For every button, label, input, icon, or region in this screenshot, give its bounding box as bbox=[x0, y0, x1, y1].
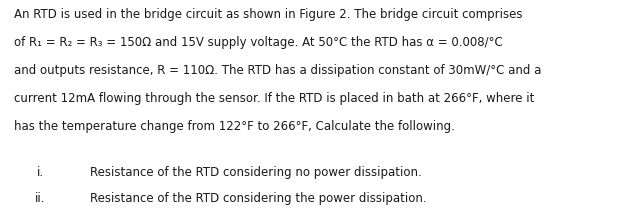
Text: current 12mA flowing through the sensor. If the RTD is placed in bath at 266°F, : current 12mA flowing through the sensor.… bbox=[14, 92, 534, 105]
Text: and outputs resistance, R = 110Ω. The RTD has a dissipation constant of 30mW/°C : and outputs resistance, R = 110Ω. The RT… bbox=[14, 64, 541, 77]
Text: Resistance of the RTD considering no power dissipation.: Resistance of the RTD considering no pow… bbox=[90, 166, 422, 179]
Text: of R₁ = R₂ = R₃ = 150Ω and 15V supply voltage. At 50°C the RTD has α = 0.008/°C: of R₁ = R₂ = R₃ = 150Ω and 15V supply vo… bbox=[14, 36, 503, 49]
Text: Resistance of the RTD considering the power dissipation.: Resistance of the RTD considering the po… bbox=[90, 192, 427, 205]
Text: i.: i. bbox=[37, 166, 44, 179]
Text: An RTD is used in the bridge circuit as shown in Figure 2. The bridge circuit co: An RTD is used in the bridge circuit as … bbox=[14, 8, 522, 21]
Text: has the temperature change from 122°F to 266°F, Calculate the following.: has the temperature change from 122°F to… bbox=[14, 120, 455, 133]
Text: ii.: ii. bbox=[35, 192, 45, 205]
